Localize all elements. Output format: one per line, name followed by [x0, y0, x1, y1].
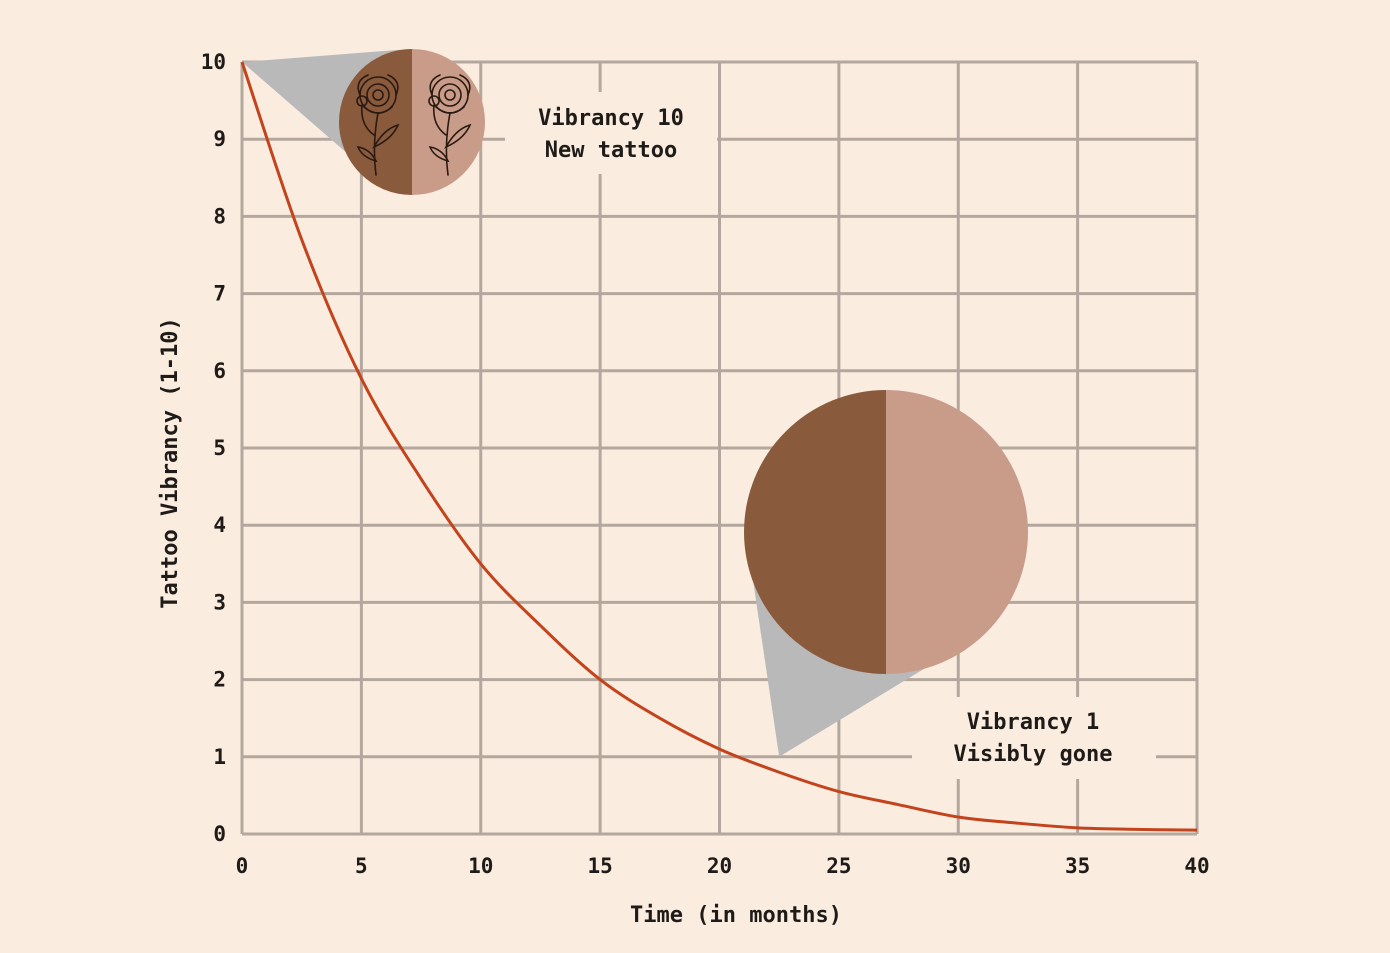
y-axis-title: Tattoo Vibrancy (1-10) [158, 317, 183, 608]
series-layer [240, 61, 1198, 832]
y-tick-label: 10 [201, 50, 226, 74]
x-tick-label: 10 [468, 854, 493, 878]
y-tick-label: 5 [213, 436, 226, 460]
flower-icon [356, 74, 400, 176]
x-axis-title: Time (in months) [630, 903, 842, 928]
x-tick-label: 40 [1184, 854, 1209, 878]
y-tick-label: 2 [213, 668, 226, 692]
tattoo-gone-image [744, 390, 1028, 674]
x-tick-label: 30 [946, 854, 971, 878]
x-tick-label: 35 [1065, 854, 1090, 878]
annotation-new-line2: New tattoo [545, 138, 677, 163]
annotation-new-line1: Vibrancy 10 [538, 106, 684, 131]
tattoo-new-image [339, 49, 485, 195]
x-tick-label: 25 [826, 854, 851, 878]
annotation-background [505, 92, 717, 174]
x-tick-label: 20 [707, 854, 732, 878]
x-tick-label: 15 [587, 854, 612, 878]
y-tick-label: 1 [213, 745, 226, 769]
y-tick-label: 3 [213, 590, 226, 614]
flower-icon [428, 74, 472, 176]
annotation-gone-line2: Visibly gone [954, 742, 1113, 767]
tick-labels: 0 5 10 15 20 25 30 35 40 0 1 2 3 4 5 6 7 8 9 10 [201, 50, 1210, 878]
annotation-background [912, 697, 1156, 779]
y-tick-label: 6 [213, 359, 226, 383]
series-line-0 [240, 61, 1198, 832]
y-tick-label: 9 [213, 127, 226, 151]
y-tick-label: 0 [213, 822, 226, 846]
y-tick-label: 8 [213, 204, 226, 228]
annotation-gone-line1: Vibrancy 1 [967, 710, 1099, 735]
y-tick-label: 4 [213, 513, 226, 537]
x-tick-label: 0 [236, 854, 249, 878]
y-tick-label: 7 [213, 282, 226, 306]
x-tick-label: 5 [355, 854, 368, 878]
grid [240, 60, 1199, 836]
